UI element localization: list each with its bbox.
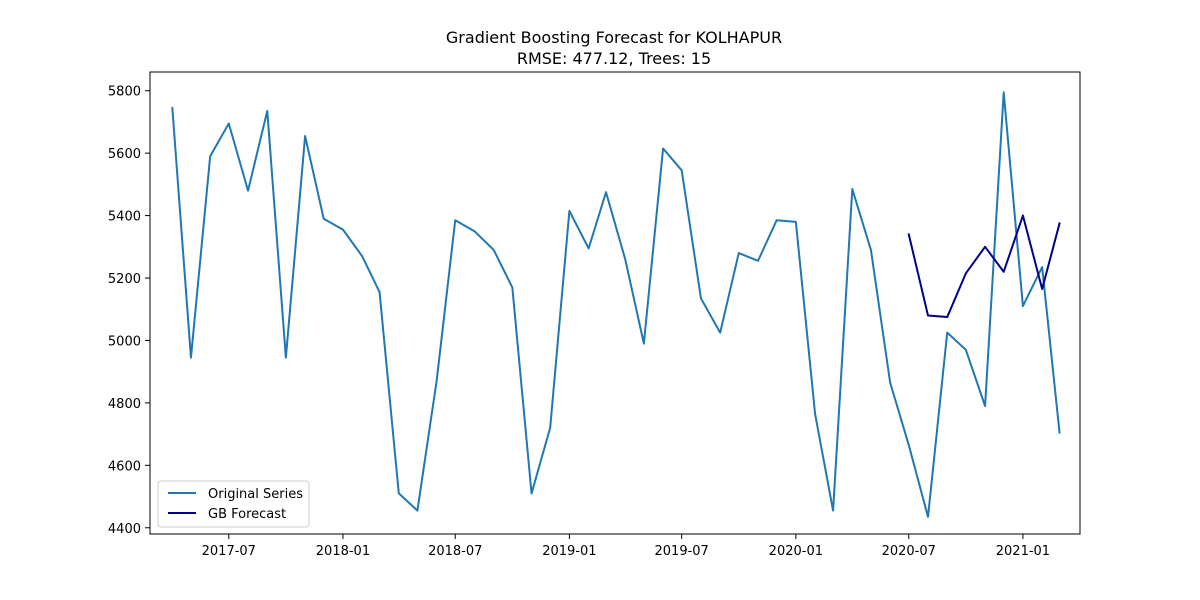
- y-tick-label: 5800: [108, 85, 141, 100]
- x-tick-label: 2020-07: [882, 544, 936, 559]
- y-tick-label: 5000: [108, 334, 141, 349]
- y-tick-label: 4600: [108, 459, 141, 474]
- x-tick-label: 2018-01: [316, 544, 370, 559]
- x-tick-label: 2021-01: [996, 544, 1050, 559]
- x-tick-label: 2019-01: [542, 544, 596, 559]
- chart-subtitle: RMSE: 477.12, Trees: 15: [517, 49, 711, 68]
- series-line-0: [171, 91, 1061, 518]
- legend-label-0: Original Series: [208, 487, 303, 502]
- series-line-1: [907, 214, 1061, 319]
- x-tick-label: 2017-07: [202, 544, 256, 559]
- axes: 4400 4600 4800 5000 5200 5400 5600 5800 2017-07 2…: [108, 71, 1081, 559]
- chart-title: Gradient Boosting Forecast for KOLHAPUR: [446, 28, 782, 47]
- plot-frame: [149, 71, 1081, 535]
- legend-label-1: GB Forecast: [208, 507, 286, 522]
- x-tick-label: 2018-07: [428, 544, 482, 559]
- y-tick-label: 4800: [108, 397, 141, 412]
- y-tick-label: 5400: [108, 210, 141, 225]
- y-tick-label: 5200: [108, 272, 141, 287]
- x-tick-label: 2020-01: [769, 544, 823, 559]
- x-tick-label: 2019-07: [655, 544, 709, 559]
- legend: Original Series GB Forecast: [157, 480, 310, 528]
- plot-area: [171, 91, 1061, 518]
- y-tick-label: 4400: [108, 522, 141, 537]
- y-tick-label: 5600: [108, 147, 141, 162]
